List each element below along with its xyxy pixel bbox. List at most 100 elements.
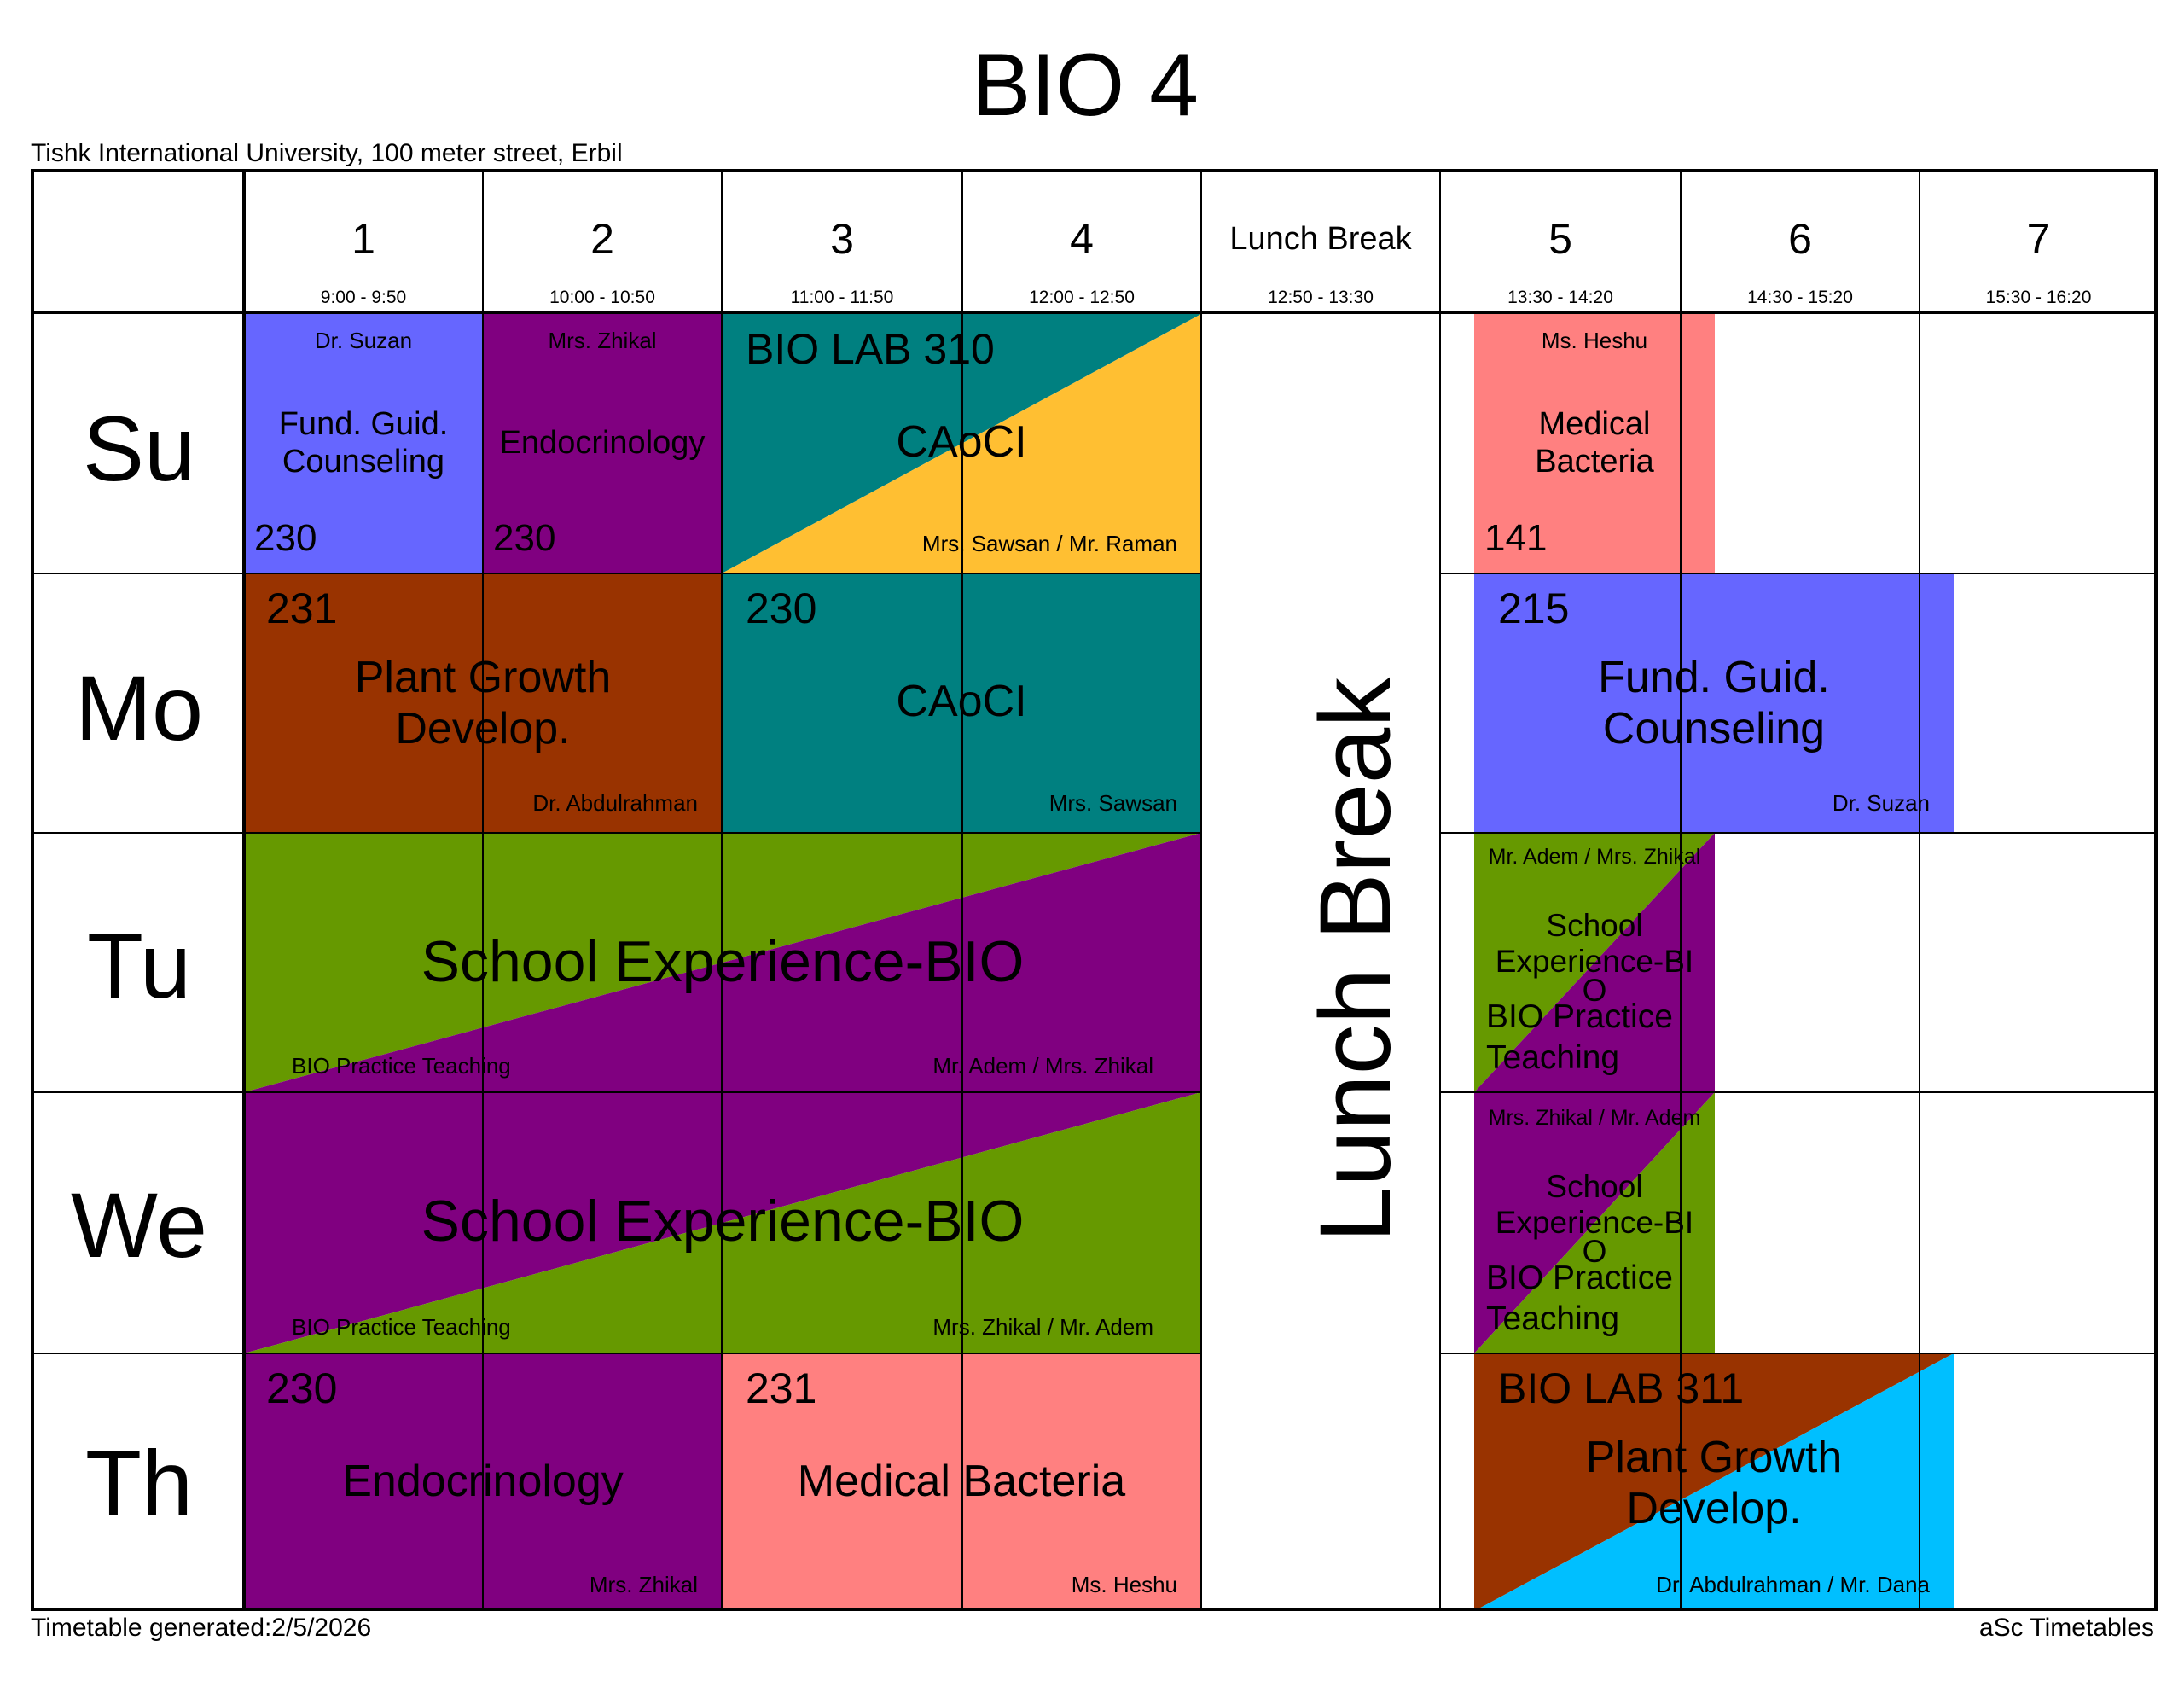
lesson-teacher: Dr. Abdulrahman — [532, 790, 698, 816]
lesson-we5[interactable]: Mrs. Zhikal / Mr. Adem School Experience… — [1474, 1092, 1715, 1353]
lesson-subject: School — [1546, 908, 1643, 943]
grid-line — [242, 172, 246, 1608]
split-background — [1474, 833, 1715, 1092]
lesson-subject: O — [1582, 1234, 1607, 1269]
split-background — [1474, 1353, 1954, 1608]
lesson-subject: School Experience-BIO — [421, 1189, 1025, 1254]
lesson-teacher: Dr. Abdulrahman / Mr. Dana — [1656, 1572, 1930, 1597]
lesson-room: 141 — [1484, 517, 1548, 559]
period-time: 9:00 - 9:50 — [320, 288, 407, 307]
lesson-teacher: Mrs. Zhikal — [548, 328, 657, 353]
grid-line — [1680, 172, 1682, 1608]
lesson-subject: Experience-BI — [1495, 944, 1694, 979]
period-time: 10:00 - 10:50 — [549, 288, 655, 307]
lesson-teacher: Dr. Suzan — [314, 328, 413, 353]
lesson-subject: School — [1546, 1169, 1643, 1204]
lesson-we14[interactable]: School Experience-BIO BIO Practice Teach… — [244, 1092, 1201, 1353]
period-header-5: 5 13:30 - 14:20 — [1440, 172, 1681, 312]
period-header-3: 3 11:00 - 11:50 — [722, 172, 962, 312]
lesson-group: BIO Practice — [1486, 1259, 1673, 1296]
day-label-su: Su — [82, 397, 196, 500]
lesson-subject: Counseling — [1602, 704, 1826, 753]
lesson-group: BIO Practice Teaching — [292, 1314, 511, 1340]
lesson-room: 230 — [746, 585, 817, 632]
grid-line — [1440, 573, 2154, 574]
period-header-7: 7 15:30 - 16:20 — [1920, 172, 2154, 312]
grid-line — [1439, 172, 1441, 1608]
period-time: 11:00 - 11:50 — [790, 288, 894, 307]
lesson-th56[interactable]: BIO LAB 311 Plant Growth Develop. Dr. Ab… — [1474, 1353, 1954, 1608]
generated-date: Timetable generated:2/5/2026 — [31, 1614, 372, 1642]
grid-line — [482, 172, 484, 1608]
grid-line — [721, 172, 723, 1608]
lesson-teacher: Ms. Heshu — [1541, 328, 1648, 353]
lesson-teacher: Mr. Adem / Mrs. Zhikal — [932, 1053, 1153, 1079]
period-header-lunch: Lunch Break 12:50 - 13:30 — [1201, 172, 1440, 312]
period-number: 1 — [351, 215, 375, 263]
lesson-group: BIO Practice — [1486, 998, 1673, 1035]
period-number: 4 — [1070, 215, 1094, 263]
lesson-teacher: Mrs. Zhikal / Mr. Adem — [1488, 1106, 1701, 1130]
day-label-we: We — [70, 1173, 208, 1277]
day-label-th: Th — [84, 1431, 194, 1534]
period-number: 5 — [1548, 215, 1572, 263]
period-header-4: 4 12:00 - 12:50 — [962, 172, 1201, 312]
lesson-subject: Develop. — [1626, 1484, 1802, 1533]
lesson-room: 230 — [493, 517, 556, 559]
lesson-su5[interactable]: Ms. Heshu Medical Bacteria 141 — [1474, 314, 1715, 573]
lesson-subject: Counseling — [282, 444, 445, 480]
lesson-subject: Endocrinology — [499, 425, 706, 461]
brand-label: aSc Timetables — [1978, 1614, 2154, 1642]
period-label: Lunch Break — [1229, 221, 1412, 257]
period-time: 13:30 - 14:20 — [1507, 288, 1613, 307]
period-number: 2 — [590, 215, 614, 263]
timetable-title: BIO 4 — [972, 36, 1199, 135]
lesson-subject: Bacteria — [1535, 444, 1654, 480]
lesson-room: 230 — [254, 517, 317, 559]
lesson-tu5[interactable]: Mr. Adem / Mrs. Zhikal School Experience… — [1474, 833, 1715, 1092]
lesson-room: 215 — [1498, 585, 1570, 632]
lesson-su2[interactable]: Mrs. Zhikal Endocrinology 230 — [483, 314, 722, 573]
lesson-group: Teaching — [1486, 1300, 1620, 1337]
lesson-subject: O — [1582, 973, 1607, 1008]
lesson-room: BIO LAB 310 — [746, 325, 995, 373]
grid-line — [1440, 1091, 2154, 1093]
lesson-su1[interactable]: Dr. Suzan Fund. Guid. Counseling 230 — [244, 314, 483, 573]
lesson-subject: Plant Growth — [1585, 1433, 1843, 1482]
period-time: 15:30 - 16:20 — [1985, 288, 2092, 307]
lesson-mo56[interactable]: 215 Fund. Guid. Counseling Dr. Suzan — [1474, 573, 1954, 833]
lesson-subject: Fund. Guid. — [1598, 653, 1830, 702]
period-header-6: 6 14:30 - 15:20 — [1681, 172, 1920, 312]
split-background — [1474, 1092, 1715, 1353]
lesson-tu14[interactable]: School Experience-BIO BIO Practice Teach… — [244, 833, 1201, 1092]
period-header-1: 1 9:00 - 9:50 — [244, 172, 483, 312]
lesson-subject: Medical — [1538, 406, 1651, 442]
grid-line — [34, 1353, 1201, 1354]
period-time: 12:00 - 12:50 — [1029, 288, 1135, 307]
lesson-subject: Fund. Guid. — [278, 406, 449, 442]
period-number: 3 — [830, 215, 854, 263]
lesson-teacher: Mrs. Zhikal / Mr. Adem — [932, 1314, 1153, 1340]
grid-line — [1440, 1353, 2154, 1354]
lesson-teacher: Mrs. Sawsan / Mr. Raman — [921, 531, 1177, 556]
lesson-subject: Medical Bacteria — [797, 1457, 1126, 1506]
period-number: 6 — [1788, 215, 1812, 263]
lunch-break-label: Lunch Break — [1299, 677, 1412, 1243]
period-time: 12:50 - 13:30 — [1268, 288, 1374, 307]
period-time: 14:30 - 15:20 — [1747, 288, 1853, 307]
grid-line — [34, 311, 2154, 314]
lesson-group: BIO Practice Teaching — [292, 1053, 511, 1079]
grid-line — [34, 832, 1201, 834]
period-header-2: 2 10:00 - 10:50 — [483, 172, 722, 312]
lesson-teacher: Mr. Adem / Mrs. Zhikal — [1488, 845, 1701, 869]
lesson-room: 231 — [746, 1364, 817, 1412]
grid-line — [1440, 832, 2154, 834]
grid-line — [1200, 172, 1202, 1608]
grid-line — [34, 1091, 1201, 1093]
day-label-mo: Mo — [74, 656, 204, 759]
lesson-room: BIO LAB 311 — [1498, 1364, 1745, 1412]
school-address: Tishk International University, 100 mete… — [31, 139, 623, 167]
lesson-room: 231 — [266, 585, 338, 632]
lesson-teacher: Mrs. Zhikal — [589, 1572, 698, 1597]
lesson-teacher: Mrs. Sawsan — [1048, 790, 1177, 816]
